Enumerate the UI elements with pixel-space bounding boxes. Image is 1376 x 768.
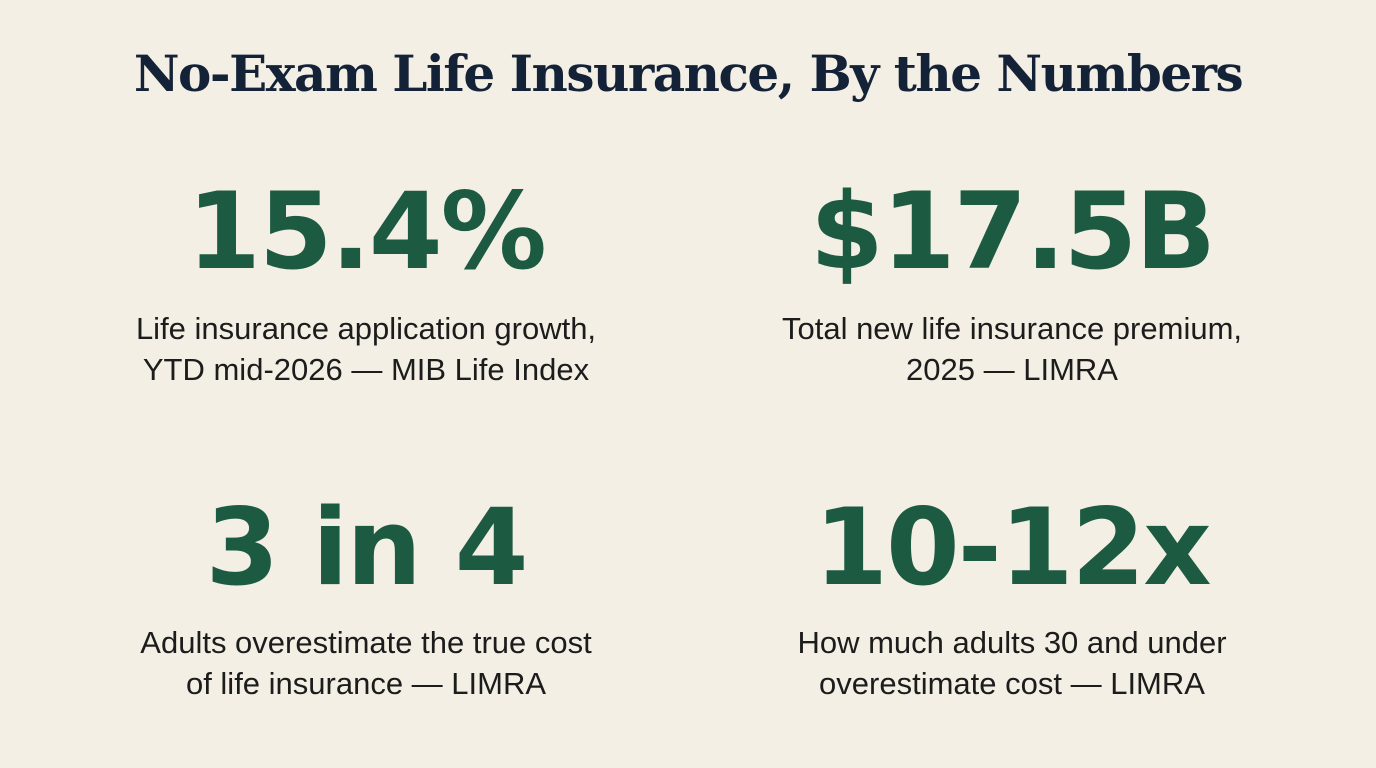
stat-adults-overestimate: 3 in 4 Adults overestimate the true cost… xyxy=(36,488,696,704)
stat-caption-line: of life insurance — LIMRA xyxy=(185,666,547,701)
stat-caption: Adults overestimate the true cost of lif… xyxy=(36,622,696,704)
stat-caption: Life insurance application growth, YTD m… xyxy=(36,308,696,390)
stat-caption-line: overestimate cost — LIMRA xyxy=(819,666,1205,701)
stat-total-premium: $17.5B Total new life insurance premium,… xyxy=(682,172,1342,390)
stat-caption-line: How much adults 30 and under xyxy=(797,625,1227,660)
stat-young-adults-overestimate: 10-12x How much adults 30 and under over… xyxy=(682,488,1342,704)
stat-caption-line: Life insurance application growth, xyxy=(135,311,597,346)
stat-caption-line: 2025 — LIMRA xyxy=(906,352,1118,387)
stat-caption: How much adults 30 and under overestimat… xyxy=(682,622,1342,704)
page-title: No-Exam Life Insurance, By the Numbers xyxy=(133,44,1244,103)
stat-value: $17.5B xyxy=(809,170,1216,293)
stat-value: 15.4% xyxy=(187,170,547,293)
stat-caption-line: Adults overestimate the true cost xyxy=(140,625,592,660)
stat-application-growth: 15.4% Life insurance application growth,… xyxy=(36,172,696,390)
stat-value: 10-12x xyxy=(814,486,1211,609)
stat-caption-line: Total new life insurance premium, xyxy=(781,311,1243,346)
stat-value: 3 in 4 xyxy=(205,486,528,609)
stat-caption: Total new life insurance premium, 2025 —… xyxy=(682,308,1342,390)
stat-caption-line: YTD mid-2026 — MIB Life Index xyxy=(142,352,590,387)
